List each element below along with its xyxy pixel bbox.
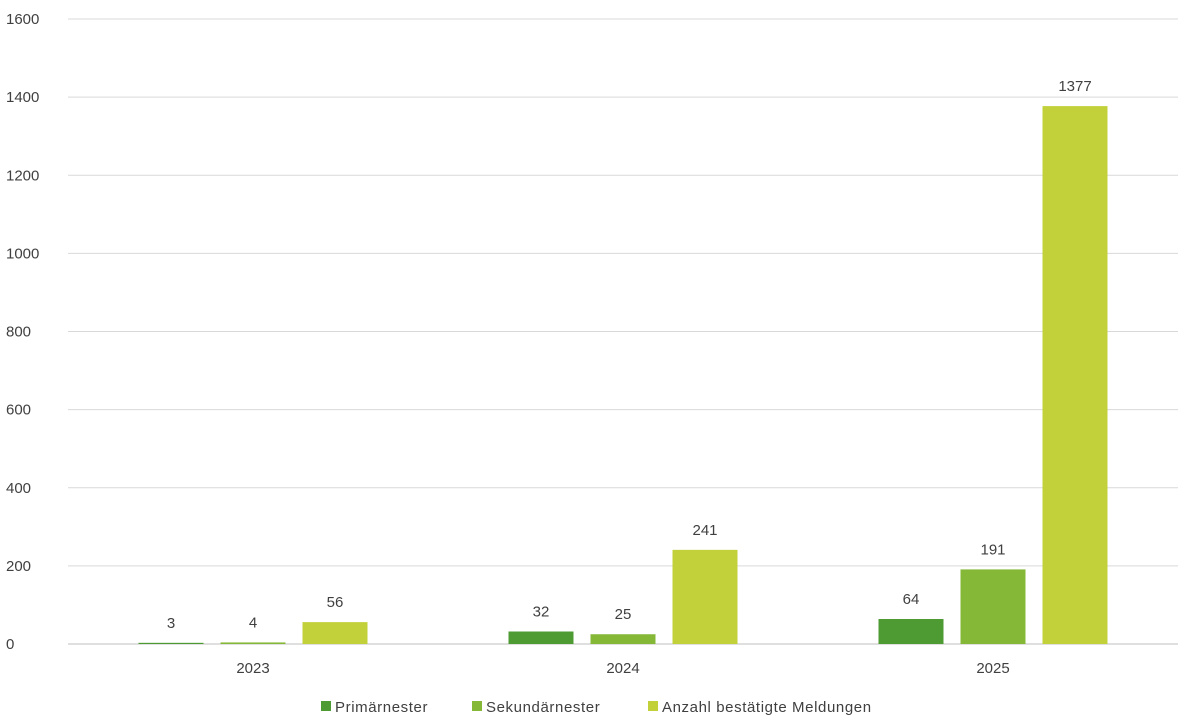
data-label: 25 [615, 606, 632, 623]
legend-swatch [472, 701, 482, 711]
bar [508, 631, 574, 644]
x-axis: 2023 2024 2025 [236, 660, 1009, 677]
y-tick-label: 1400 [6, 89, 39, 106]
data-label: 32 [533, 604, 550, 621]
bars [138, 106, 1108, 644]
gridlines [68, 18, 1178, 645]
bar [590, 634, 656, 644]
data-label: 56 [327, 594, 344, 611]
data-label: 191 [980, 541, 1005, 558]
legend: Primärnester Sekundärnester Anzahl bestäti… [321, 699, 872, 716]
x-tick-label: 2023 [236, 660, 269, 677]
legend-swatch [648, 701, 658, 711]
y-tick-label: 1600 [6, 11, 39, 28]
x-tick-label: 2025 [976, 660, 1009, 677]
bar [220, 642, 286, 644]
data-label: 241 [692, 522, 717, 539]
y-tick-label: 1200 [6, 167, 39, 184]
data-label: 1377 [1058, 78, 1091, 95]
bar [878, 619, 944, 644]
legend-swatch [321, 701, 331, 711]
y-axis: 0 200 400 600 800 1000 1200 1400 1600 [6, 11, 39, 653]
data-label: 64 [903, 591, 920, 608]
bar [1042, 106, 1108, 644]
y-tick-label: 400 [6, 480, 31, 497]
data-labels: 3 4 56 32 25 241 64 191 1377 [167, 78, 1092, 632]
legend-label: Primärnester [335, 699, 428, 716]
x-tick-label: 2024 [606, 660, 639, 677]
bar [960, 569, 1026, 644]
y-tick-label: 200 [6, 558, 31, 575]
y-tick-label: 0 [6, 636, 14, 653]
y-tick-label: 1000 [6, 245, 39, 262]
bar [138, 642, 204, 644]
bar [672, 549, 738, 644]
y-tick-label: 600 [6, 402, 31, 419]
legend-label: Anzahl bestätigte Meldungen [662, 699, 872, 716]
legend-label: Sekundärnester [486, 699, 600, 716]
data-label: 3 [167, 615, 175, 632]
bar [302, 622, 368, 644]
y-tick-label: 800 [6, 324, 31, 341]
data-label: 4 [249, 614, 257, 631]
